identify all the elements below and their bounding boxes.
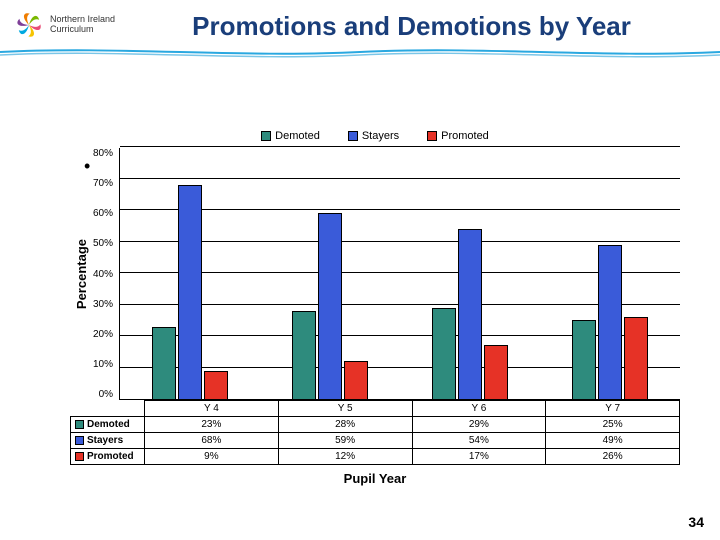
table-cell: 26% xyxy=(546,449,680,465)
table-row: Demoted23%28%29%25% xyxy=(71,417,680,433)
category-label: Y 7 xyxy=(546,401,680,417)
row-header: Demoted xyxy=(71,417,145,433)
table-cell: 12% xyxy=(278,449,412,465)
legend-item: Demoted xyxy=(261,130,320,142)
legend-swatch xyxy=(348,131,358,141)
y-tick: 80% xyxy=(93,148,113,159)
legend-label: Stayers xyxy=(362,130,399,142)
bar xyxy=(344,361,368,399)
plot-area xyxy=(119,148,680,400)
data-table-wrap: Y 4Y 5Y 6Y 7Demoted23%28%29%25%Stayers68… xyxy=(70,400,680,465)
y-tick: 70% xyxy=(93,178,113,189)
bar xyxy=(572,320,596,399)
table-cell: 54% xyxy=(412,433,546,449)
gridline xyxy=(120,146,680,147)
y-tick: 40% xyxy=(93,269,113,280)
legend-swatch xyxy=(261,131,271,141)
table-cell: 59% xyxy=(278,433,412,449)
y-tick: 30% xyxy=(93,299,113,310)
bar-group xyxy=(400,148,540,399)
table-cell: 25% xyxy=(546,417,680,433)
data-table: Y 4Y 5Y 6Y 7Demoted23%28%29%25%Stayers68… xyxy=(70,400,680,465)
y-tick: 60% xyxy=(93,208,113,219)
legend-label: Demoted xyxy=(275,130,320,142)
bar xyxy=(318,213,342,399)
bar xyxy=(204,371,228,399)
plot-row: Percentage 80% 70% 60% 50% 40% 30% 20% 10% 0% xyxy=(70,148,680,400)
wave-divider-icon xyxy=(0,44,720,58)
bar xyxy=(484,345,508,399)
row-header: Stayers xyxy=(71,433,145,449)
bar xyxy=(458,229,482,399)
table-cell: 29% xyxy=(412,417,546,433)
x-axis-label: Pupil Year xyxy=(70,471,680,486)
category-label: Y 4 xyxy=(145,401,279,417)
bar-group xyxy=(260,148,400,399)
logo-text: Northern Ireland Curriculum xyxy=(50,15,115,35)
y-tick: 0% xyxy=(93,389,113,400)
bar xyxy=(292,311,316,399)
category-label: Y 6 xyxy=(412,401,546,417)
slide-header: Northern Ireland Curriculum Promotions a… xyxy=(0,0,720,42)
table-cell: 23% xyxy=(145,417,279,433)
table-cell: 49% xyxy=(546,433,680,449)
bar xyxy=(624,317,648,399)
bar xyxy=(598,245,622,399)
y-axis-label: Percentage xyxy=(70,239,93,309)
logo-line2: Curriculum xyxy=(50,25,115,35)
chart: DemotedStayersPromoted Percentage 80%70%… xyxy=(70,130,680,486)
legend-label: Promoted xyxy=(441,130,489,142)
bar-group xyxy=(120,148,260,399)
table-cell: 17% xyxy=(412,449,546,465)
table-row: Promoted9%12%17%26% xyxy=(71,449,680,465)
legend-swatch xyxy=(427,131,437,141)
y-axis-ticks: 80% 70% 60% 50% 40% 30% 20% 10% 0% xyxy=(93,148,119,400)
table-cell: 28% xyxy=(278,417,412,433)
bar xyxy=(178,185,202,399)
bar xyxy=(432,308,456,399)
legend-item: Stayers xyxy=(348,130,399,142)
y-tick: 20% xyxy=(93,329,113,340)
pinwheel-icon xyxy=(12,8,46,42)
category-label: Y 5 xyxy=(278,401,412,417)
bar-group xyxy=(540,148,680,399)
row-header: Promoted xyxy=(71,449,145,465)
chart-legend: Demoted Stayers Promoted xyxy=(70,130,680,142)
table-cell: 9% xyxy=(145,449,279,465)
page-number: 34 xyxy=(688,514,704,530)
table-row: Stayers68%59%54%49% xyxy=(71,433,680,449)
y-tick: 50% xyxy=(93,238,113,249)
y-tick: 10% xyxy=(93,359,113,370)
logo: Northern Ireland Curriculum xyxy=(12,8,115,42)
table-cell: 68% xyxy=(145,433,279,449)
legend-item: Promoted xyxy=(427,130,489,142)
bar xyxy=(152,327,176,399)
slide-title: Promotions and Demotions by Year xyxy=(115,8,708,42)
